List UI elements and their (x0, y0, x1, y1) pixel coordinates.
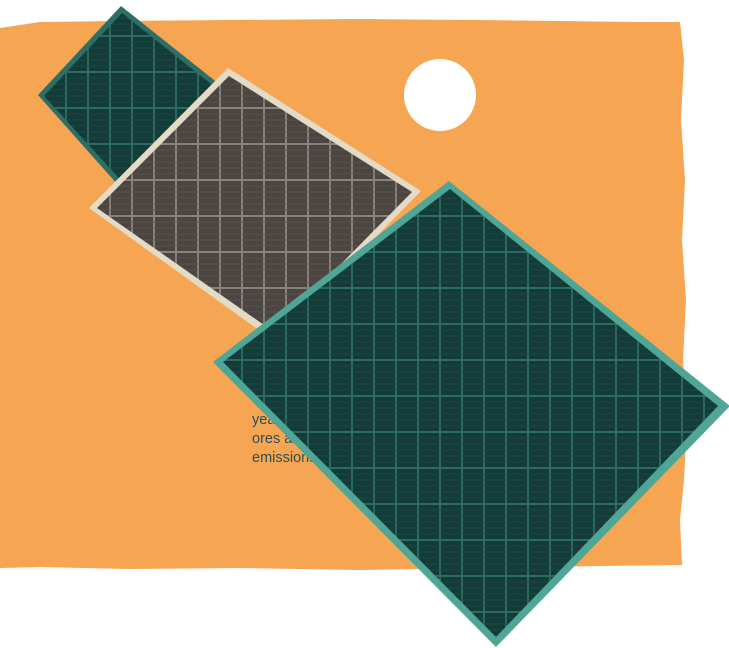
solar-panel-icon (38, 6, 229, 194)
solar-panel-icon (213, 181, 729, 647)
sun-icon (404, 59, 476, 131)
